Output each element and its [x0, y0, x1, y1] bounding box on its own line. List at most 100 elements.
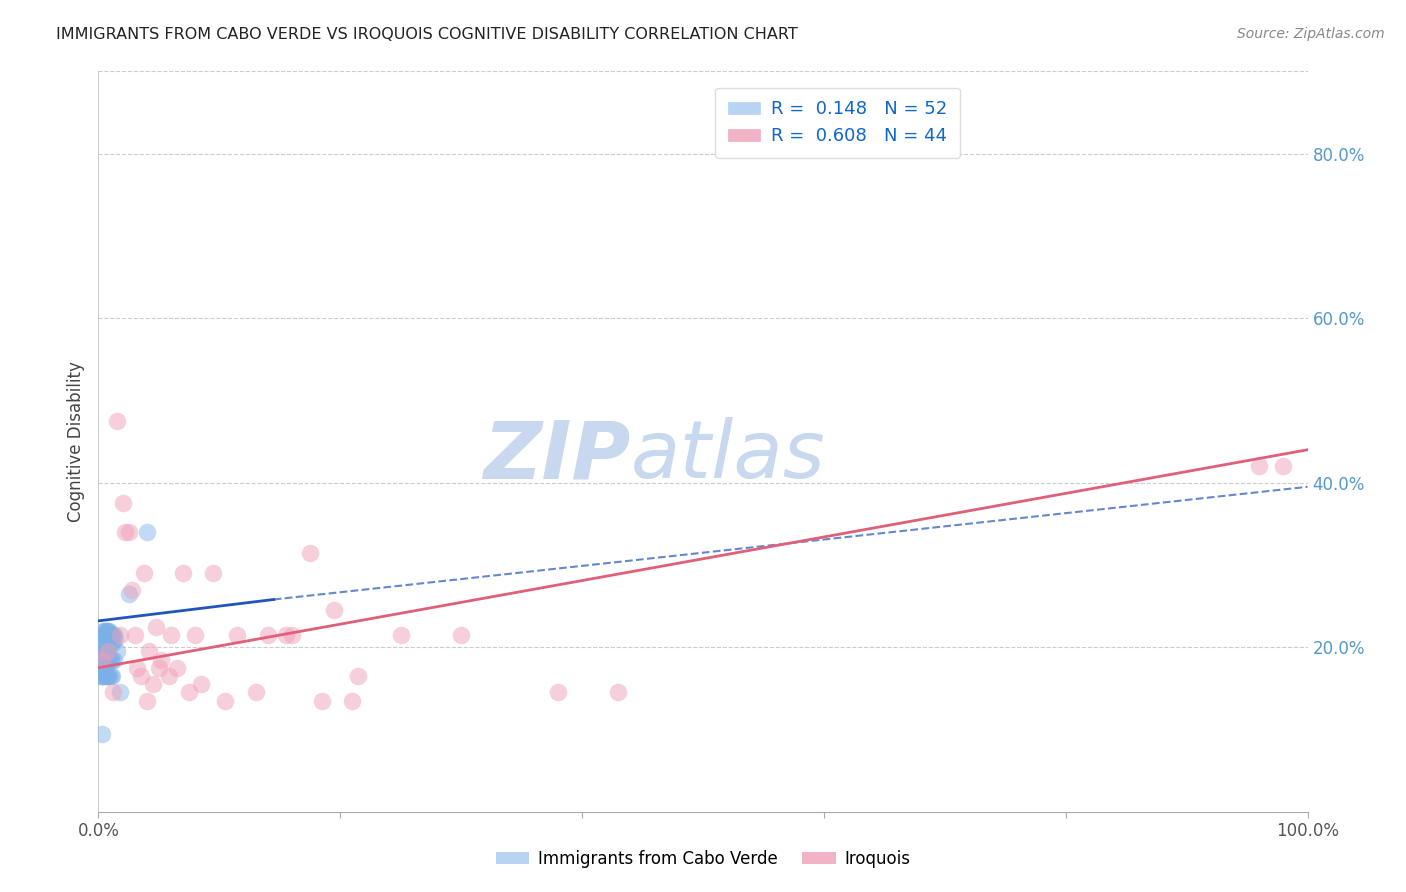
Point: [96, 624, 118, 638]
Point: [100, 669, 122, 683]
Point: [105, 644, 128, 658]
Point: [256, 628, 278, 642]
Point: [96, 644, 118, 658]
Point: [166, 661, 188, 675]
Point: [202, 566, 225, 581]
Point: [138, 644, 160, 658]
Point: [299, 545, 322, 560]
Point: [145, 619, 167, 633]
Point: [100, 628, 122, 642]
Point: [97, 644, 120, 658]
Point: [103, 628, 125, 642]
Point: [98, 632, 121, 646]
Point: [121, 582, 143, 597]
Point: [100, 652, 122, 666]
Point: [91, 661, 114, 675]
Point: [114, 524, 136, 539]
Point: [94, 669, 117, 683]
Point: [96, 669, 118, 683]
Point: [311, 694, 333, 708]
Point: [93, 669, 115, 683]
Point: [94, 652, 117, 666]
Point: [97, 632, 120, 646]
Point: [91, 652, 114, 666]
Point: [323, 603, 346, 617]
Point: [104, 632, 127, 646]
Point: [90, 669, 112, 683]
Point: [150, 652, 173, 666]
Point: [91, 652, 114, 666]
Text: IMMIGRANTS FROM CABO VERDE VS IROQUOIS COGNITIVE DISABILITY CORRELATION CHART: IMMIGRANTS FROM CABO VERDE VS IROQUOIS C…: [56, 27, 799, 42]
Point: [91, 726, 114, 740]
Point: [111, 496, 134, 510]
Point: [97, 652, 120, 666]
Point: [97, 644, 120, 658]
Point: [101, 685, 124, 699]
Point: [148, 661, 170, 675]
Point: [342, 694, 364, 708]
Point: [129, 669, 152, 683]
Y-axis label: Cognitive Disability: Cognitive Disability: [66, 361, 84, 522]
Point: [1249, 459, 1271, 474]
Point: [245, 685, 267, 699]
Point: [135, 524, 157, 539]
Point: [347, 669, 370, 683]
Point: [91, 624, 114, 638]
Point: [103, 652, 125, 666]
Point: [94, 624, 117, 638]
Point: [96, 636, 118, 650]
Point: [93, 636, 115, 650]
Point: [98, 624, 121, 638]
Point: [98, 652, 121, 666]
Point: [97, 624, 120, 638]
Point: [226, 628, 249, 642]
Point: [105, 414, 128, 428]
Point: [100, 628, 122, 642]
Point: [214, 694, 236, 708]
Point: [124, 628, 146, 642]
Point: [93, 628, 115, 642]
Point: [98, 669, 121, 683]
Point: [101, 628, 124, 642]
Point: [118, 524, 141, 539]
Point: [94, 628, 117, 642]
Point: [1272, 459, 1295, 474]
Text: Source: ZipAtlas.com: Source: ZipAtlas.com: [1237, 27, 1385, 41]
Text: ZIP: ZIP: [484, 417, 630, 495]
Text: atlas: atlas: [630, 417, 825, 495]
Point: [142, 677, 165, 691]
Point: [90, 652, 112, 666]
Point: [547, 685, 569, 699]
Point: [157, 669, 180, 683]
Point: [190, 677, 212, 691]
Point: [93, 624, 115, 638]
Point: [91, 669, 114, 683]
Point: [91, 669, 114, 683]
Point: [94, 636, 117, 650]
Point: [100, 652, 122, 666]
Point: [93, 661, 115, 675]
Point: [100, 636, 122, 650]
Point: [160, 628, 183, 642]
Point: [100, 669, 122, 683]
Point: [389, 628, 412, 642]
Point: [91, 640, 114, 655]
Point: [607, 685, 630, 699]
Point: [97, 669, 120, 683]
Point: [450, 628, 472, 642]
Point: [134, 566, 156, 581]
Point: [93, 644, 115, 658]
Point: [101, 636, 124, 650]
Point: [135, 694, 157, 708]
Point: [91, 661, 114, 675]
Legend: R =  0.148   N = 52, R =  0.608   N = 44: R = 0.148 N = 52, R = 0.608 N = 44: [716, 87, 960, 158]
Point: [274, 628, 297, 642]
Point: [118, 587, 141, 601]
Point: [281, 628, 304, 642]
Point: [179, 685, 201, 699]
Point: [94, 644, 117, 658]
Point: [108, 628, 131, 642]
Point: [172, 566, 194, 581]
Point: [96, 652, 118, 666]
Point: [108, 685, 131, 699]
